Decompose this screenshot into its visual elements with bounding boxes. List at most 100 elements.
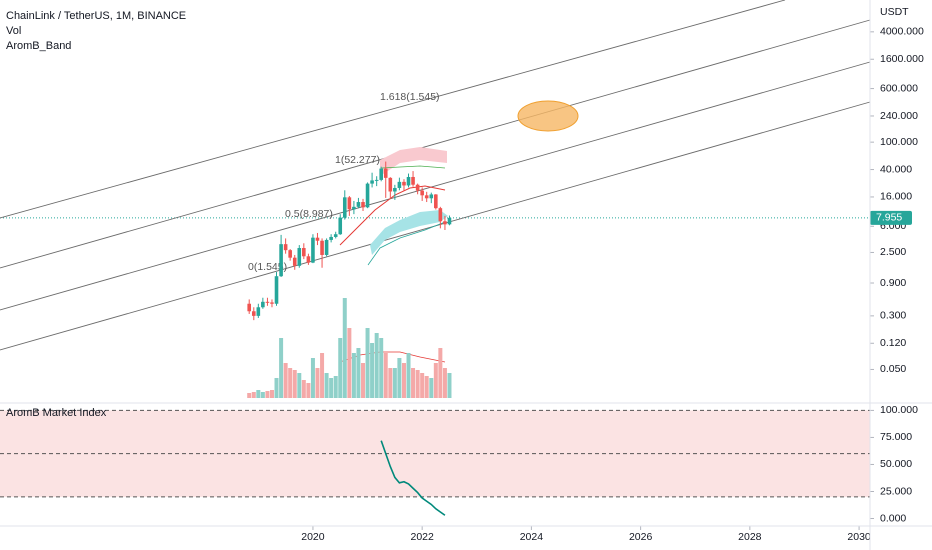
- candle-body: [274, 276, 279, 304]
- candle-body: [342, 197, 347, 218]
- volume-bar: [420, 373, 425, 398]
- volume-bar: [447, 373, 452, 398]
- candle-body: [420, 190, 424, 196]
- fib-label: 1(52.277): [335, 154, 380, 166]
- x-tick-label: 2028: [738, 531, 762, 543]
- candle-body: [370, 180, 374, 184]
- candle-body: [415, 184, 420, 191]
- fib-label: 0.5(8.987): [285, 208, 333, 220]
- x-tick-label: 2030: [847, 531, 871, 543]
- candle-body: [329, 236, 333, 240]
- candle-body: [406, 176, 411, 186]
- candle-body: [429, 194, 434, 199]
- volume-bar: [388, 368, 393, 398]
- band-line: [367, 221, 446, 266]
- candle-body: [288, 250, 292, 258]
- x-tick-label: 2020: [301, 531, 325, 543]
- candle-body: [270, 302, 274, 304]
- candle-body: [297, 248, 302, 266]
- candle-body: [292, 257, 297, 266]
- candle-body: [302, 248, 306, 257]
- volume-bar: [260, 392, 265, 398]
- candle-body: [320, 240, 324, 255]
- volume-bar: [401, 363, 406, 398]
- volume-bar: [383, 353, 388, 398]
- volume-bar: [251, 392, 256, 398]
- y-tick-label: 100.000: [880, 136, 918, 148]
- volume-bar: [288, 368, 293, 398]
- candle-body: [411, 176, 415, 185]
- volume-bar: [374, 333, 379, 398]
- y-tick-label: 240.000: [880, 110, 918, 122]
- y-tick-label: 16.000: [880, 191, 912, 203]
- volume-bar: [283, 363, 288, 398]
- x-tick-label: 2024: [520, 531, 544, 543]
- volume-bar: [310, 358, 315, 398]
- volume-bar: [397, 358, 402, 398]
- candle-body: [261, 301, 265, 308]
- volume-bar: [347, 328, 352, 398]
- y-tick-label: 0.120: [880, 337, 906, 349]
- candle-body: [388, 177, 393, 192]
- y-tick-label: 1600.000: [880, 53, 924, 65]
- fib-label: 0(1.545): [248, 261, 287, 273]
- candle-body: [365, 183, 370, 208]
- fib-line: [0, 19, 871, 269]
- candle-body: [338, 217, 343, 235]
- indicator-label: Vol: [6, 25, 21, 37]
- volume-bar: [338, 338, 343, 398]
- y-tick-label: 2.500: [880, 246, 906, 258]
- candle-body: [438, 208, 443, 222]
- candle-body: [374, 179, 379, 181]
- volume-bar: [279, 338, 284, 398]
- candle-body: [306, 256, 311, 263]
- volume-bar: [342, 298, 347, 398]
- volume-bar: [292, 370, 297, 398]
- last-price-box: [870, 210, 912, 225]
- volume-bar: [379, 338, 384, 398]
- volume-bar: [433, 363, 438, 398]
- fib-label: 1.618(1.545): [380, 91, 440, 103]
- volume-bar: [356, 348, 361, 398]
- volume-bar: [333, 376, 338, 398]
- y-tick-label: 0.000: [880, 512, 906, 524]
- volume-bar: [306, 383, 311, 398]
- symbol-title: ChainLink / TetherUS, 1M, BINANCE: [6, 10, 186, 22]
- volume-bar: [247, 393, 252, 398]
- candle-body: [352, 206, 356, 210]
- x-tick-label: 2022: [410, 531, 434, 543]
- candle-body: [383, 168, 388, 178]
- candle-body: [311, 237, 315, 263]
- candle-body: [402, 181, 406, 186]
- candle-body: [324, 239, 329, 255]
- last-price-label: 7.955: [876, 212, 902, 224]
- candle-body: [347, 197, 352, 210]
- candle-body: [434, 194, 438, 209]
- volume-bar: [361, 363, 366, 398]
- volume-bar: [315, 368, 320, 398]
- volume-bar: [438, 348, 443, 398]
- volume-bar: [274, 378, 279, 398]
- y-tick-label: 0.900: [880, 277, 906, 289]
- volume-bar: [429, 378, 434, 398]
- volume-bar: [442, 368, 447, 398]
- volume-bar: [301, 380, 306, 398]
- band-line: [381, 165, 446, 169]
- volume-bar: [415, 370, 420, 398]
- x-tick-label: 2026: [629, 531, 653, 543]
- candle-body: [447, 217, 452, 225]
- candle-body: [397, 181, 402, 188]
- marks-layer: 4000.000 1600.000 600.000 240.000 100.000 40.…: [0, 26, 924, 543]
- lower-band: [370, 210, 448, 255]
- y-tick-label: 600.000: [880, 82, 918, 94]
- fib-line: [0, 61, 871, 311]
- candle-body: [283, 244, 288, 251]
- candle-body: [356, 202, 361, 207]
- volume-bar: [351, 353, 356, 398]
- candle-body: [443, 221, 447, 225]
- volume-bar: [329, 378, 334, 398]
- volume-bar: [424, 376, 429, 398]
- candle-body: [315, 237, 320, 241]
- y-tick-label: 0.050: [880, 363, 906, 375]
- axis-unit: USDT: [880, 6, 909, 18]
